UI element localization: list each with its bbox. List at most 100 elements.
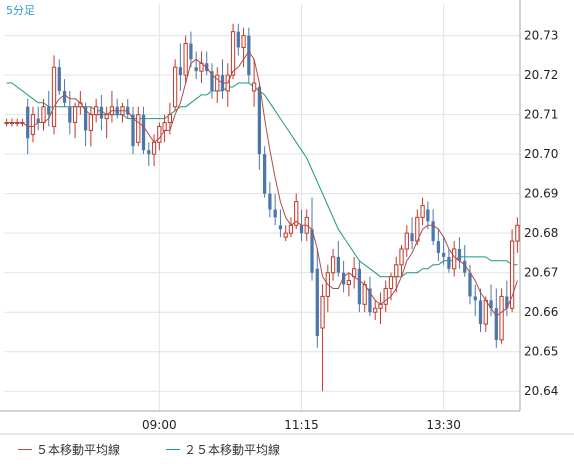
candle-body	[388, 276, 394, 290]
x-tick-label: 13:30	[426, 418, 461, 432]
candle-body	[94, 106, 99, 116]
candle-body	[57, 67, 61, 91]
candle-body	[83, 106, 88, 131]
candle-body	[368, 288, 372, 313]
candle-body	[452, 248, 457, 270]
candle-body	[404, 232, 409, 250]
candle-body	[420, 205, 425, 218]
candle-body	[362, 284, 367, 305]
candle-body	[468, 272, 472, 297]
frame-layer	[0, 0, 574, 435]
candle-body	[273, 209, 277, 218]
candle-body	[473, 296, 477, 301]
candle-body	[157, 125, 162, 143]
candle-body	[509, 240, 515, 309]
candle-body	[194, 67, 198, 72]
y-tick-label: 20.71	[524, 108, 558, 122]
ma5-swatch	[18, 449, 32, 450]
candle-body	[88, 114, 94, 131]
candle-body	[230, 31, 236, 76]
candle-body	[167, 114, 172, 124]
candle-body	[378, 303, 383, 309]
candle-body	[288, 224, 294, 234]
candle-body	[136, 114, 141, 143]
candle-body	[241, 35, 246, 48]
candle-body	[383, 288, 388, 305]
candle-body	[247, 35, 251, 76]
candle-body	[257, 86, 261, 155]
y-axis-labels: 20.73 20.72 20.71 20.70 20.69 20.68 20.67 20.66…	[524, 29, 558, 399]
legend-item-ma25: ２５本移動平均線	[166, 441, 280, 458]
candle-body	[373, 307, 378, 313]
candle-body	[99, 106, 104, 119]
candle-body	[162, 122, 167, 131]
candle-body	[310, 229, 314, 273]
candle-body	[172, 66, 178, 108]
candle-body	[499, 295, 504, 341]
candle-body	[442, 252, 446, 257]
candle-body	[463, 260, 467, 273]
candle-body	[151, 141, 157, 155]
candle-body	[268, 193, 272, 210]
candle-body	[263, 154, 267, 194]
candle-body	[178, 67, 183, 76]
candle-body	[147, 150, 151, 155]
candle-body	[141, 114, 146, 151]
candle-body	[336, 256, 340, 273]
y-tick-label: 20.64	[524, 384, 558, 398]
candle-body	[215, 74, 220, 92]
y-tick-label: 20.67	[524, 266, 558, 280]
ma25-layer	[6, 82, 518, 278]
y-tick-label: 20.72	[524, 68, 558, 82]
timeframe-label: 5分足	[6, 4, 35, 17]
candle-body	[299, 225, 304, 234]
y-tick-label: 20.68	[524, 226, 558, 240]
y-tick-label: 20.73	[524, 29, 558, 43]
candle-body	[515, 224, 520, 242]
y-tick-label: 20.69	[524, 187, 558, 201]
candle-body	[399, 248, 404, 266]
y-tick-label: 20.65	[524, 345, 558, 359]
candle-body	[251, 82, 257, 92]
candle-body	[68, 106, 72, 123]
candle-body	[505, 296, 509, 309]
candle-body	[494, 308, 498, 340]
candle-body	[210, 71, 214, 91]
candle-body	[41, 106, 46, 124]
candle-body	[447, 256, 451, 269]
candle-body	[394, 264, 399, 278]
ma25-line	[6, 82, 518, 278]
candle-body	[62, 90, 67, 103]
candle-body	[294, 201, 299, 226]
x-tick-label: 11:15	[284, 418, 319, 432]
candle-body	[26, 106, 30, 139]
candle-body	[320, 295, 325, 329]
legend: ５本移動平均線 ２５本移動平均線	[0, 434, 574, 462]
candle-body	[410, 233, 414, 242]
ma5-layer	[6, 50, 518, 317]
candle-body	[436, 241, 441, 253]
candle-body	[478, 300, 483, 325]
candle-body	[357, 268, 362, 305]
candle-body	[47, 106, 51, 115]
ma5-line	[6, 50, 518, 317]
y-tick-label: 20.70	[524, 147, 558, 161]
x-tick-label: 09:00	[142, 418, 177, 432]
candle-body	[131, 114, 135, 147]
candle-body	[457, 248, 462, 261]
candle-body	[51, 66, 57, 127]
y-tick-label: 20.66	[524, 305, 558, 319]
candle-body	[278, 225, 283, 230]
candle-body	[72, 106, 78, 124]
x-axis-labels: 09:00 11:15 13:30	[142, 418, 461, 432]
legend-label-ma5: ５本移動平均線	[36, 443, 121, 457]
candle-body	[315, 268, 319, 336]
legend-item-ma5: ５本移動平均線	[18, 441, 120, 458]
candle-body	[489, 300, 493, 309]
candle-body	[283, 232, 288, 238]
candle-body	[341, 272, 346, 285]
candle-body	[426, 209, 430, 222]
candle-body	[104, 114, 109, 120]
